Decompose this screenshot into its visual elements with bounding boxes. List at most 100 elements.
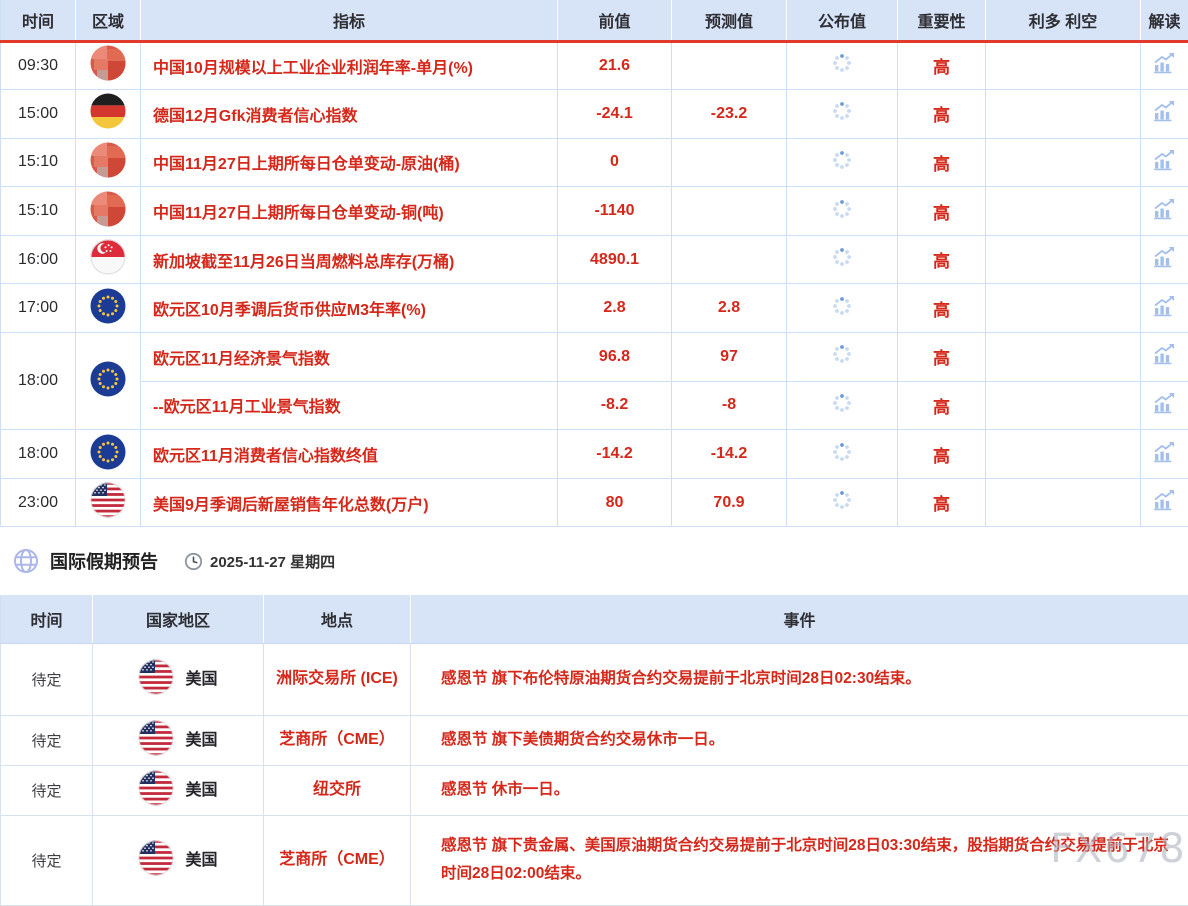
holiday-row: 待定 美国 纽交所 感恩节 休市一日。 (1, 765, 1188, 815)
us-flag-icon (138, 659, 174, 695)
col-header-forecast: 预测值 (672, 0, 787, 41)
forecast-value (672, 235, 787, 284)
interpret-cell (1141, 333, 1188, 382)
interpret-cell (1141, 284, 1188, 333)
col-header-country: 国家地区 (93, 595, 264, 643)
globe-icon (13, 548, 39, 574)
indicator-link[interactable]: 中国11月27日上期所每日仓单变动-原油(桶) (141, 138, 558, 187)
forecast-value: -23.2 (672, 90, 787, 139)
china-flag-blurred-icon (90, 191, 126, 227)
actual-value-cell (787, 284, 898, 333)
region-cell (76, 430, 141, 479)
interpret-cell (1141, 478, 1188, 527)
calendar-row: 18:00 欧元区11月消费者信心指数终值 -14.2 -14.2 高 (1, 430, 1188, 479)
actual-value-cell (787, 381, 898, 430)
calendar-row: 09:30 中国10月规模以上工业企业利润年率-单月(%) 21.6 高 (1, 41, 1188, 90)
previous-value: -8.2 (558, 381, 672, 430)
interpretation-chart-icon[interactable] (1152, 198, 1177, 220)
interpretation-chart-icon[interactable] (1152, 489, 1177, 511)
col-header-time: 时间 (1, 0, 76, 41)
region-cell (76, 41, 141, 90)
time-cell: 09:30 (1, 41, 76, 90)
economic-calendar-table: 时间 区域 指标 前值 预测值 公布值 重要性 利多 利空 解读 09:30 中… (0, 0, 1188, 527)
interpretation-chart-icon[interactable] (1152, 149, 1177, 171)
bull-bear-cell (986, 235, 1141, 284)
bull-bear-cell (986, 381, 1141, 430)
interpretation-chart-icon[interactable] (1152, 343, 1177, 365)
region-cell (76, 235, 141, 284)
col-header-indicator: 指标 (141, 0, 558, 41)
time-cell: 17:00 (1, 284, 76, 333)
interpretation-chart-icon[interactable] (1152, 392, 1177, 414)
indicator-link[interactable]: 欧元区11月消费者信心指数终值 (141, 430, 558, 479)
us-flag-icon (90, 482, 126, 518)
interpretation-chart-icon[interactable] (1152, 100, 1177, 122)
interpret-cell (1141, 430, 1188, 479)
holiday-location-cell: 芝商所（CME） (264, 815, 411, 905)
actual-value-cell (787, 90, 898, 139)
calendar-row: 23:00 美国9月季调后新屋销售年化总数(万户) 80 70.9 高 (1, 478, 1188, 527)
singapore-flag-icon (90, 239, 126, 275)
region-cell (76, 478, 141, 527)
holiday-time-cell: 待定 (1, 815, 93, 905)
region-cell (76, 187, 141, 236)
importance-badge: 高 (898, 235, 986, 284)
loading-spinner-icon (832, 393, 852, 413)
col-header-bull-bear: 利多 利空 (986, 0, 1141, 41)
indicator-link[interactable]: 中国10月规模以上工业企业利润年率-单月(%) (141, 41, 558, 90)
col-header-event: 事件 (411, 595, 1188, 643)
importance-badge: 高 (898, 333, 986, 382)
country-label: 美国 (185, 846, 217, 870)
indicator-link[interactable]: 美国9月季调后新屋销售年化总数(万户) (141, 478, 558, 527)
country-label: 美国 (185, 776, 217, 800)
previous-value: -24.1 (558, 90, 672, 139)
holiday-country-cell: 美国 (93, 765, 264, 815)
forecast-value: 2.8 (672, 284, 787, 333)
calendar-row: 17:00 欧元区10月季调后货币供应M3年率(%) 2.8 2.8 高 (1, 284, 1188, 333)
previous-value: -1140 (558, 187, 672, 236)
previous-value: 80 (558, 478, 672, 527)
actual-value-cell (787, 187, 898, 236)
interpret-cell (1141, 381, 1188, 430)
indicator-link[interactable]: 德国12月Gfk消费者信心指数 (141, 90, 558, 139)
indicator-link[interactable]: --欧元区11月工业景气指数 (141, 381, 558, 430)
holiday-event-cell: 感恩节 旗下布伦特原油期货合约交易提前于北京时间28日02:30结束。 (411, 643, 1188, 715)
previous-value: -14.2 (558, 430, 672, 479)
interpret-cell (1141, 187, 1188, 236)
indicator-link[interactable]: 欧元区10月季调后货币供应M3年率(%) (141, 284, 558, 333)
previous-value: 2.8 (558, 284, 672, 333)
calendar-row: 16:00 新加坡截至11月26日当周燃料总库存(万桶) 4890.1 高 (1, 235, 1188, 284)
interpretation-chart-icon[interactable] (1152, 246, 1177, 268)
col-header-importance: 重要性 (898, 0, 986, 41)
country-label: 美国 (185, 726, 217, 750)
loading-spinner-icon (832, 247, 852, 267)
interpretation-chart-icon[interactable] (1152, 441, 1177, 463)
col-header-location: 地点 (264, 595, 411, 643)
actual-value-cell (787, 430, 898, 479)
interpret-cell (1141, 41, 1188, 90)
interpretation-chart-icon[interactable] (1152, 295, 1177, 317)
loading-spinner-icon (832, 296, 852, 316)
bull-bear-cell (986, 430, 1141, 479)
actual-value-cell (787, 333, 898, 382)
holiday-row: 待定 美国 洲际交易所 (ICE) 感恩节 旗下布伦特原油期货合约交易提前于北京… (1, 643, 1188, 715)
holiday-row: 待定 美国 芝商所（CME） 感恩节 旗下贵金属、美国原油期货合约交易提前于北京… (1, 815, 1188, 905)
china-flag-blurred-icon (90, 45, 126, 81)
interpretation-chart-icon[interactable] (1152, 52, 1177, 74)
bull-bear-cell (986, 41, 1141, 90)
calendar-row: 15:10 中国11月27日上期所每日仓单变动-铜(吨) -1140 高 (1, 187, 1188, 236)
interpret-cell (1141, 90, 1188, 139)
calendar-subrow: --欧元区11月工业景气指数 -8.2 -8 高 (1, 381, 1188, 430)
us-flag-icon (138, 720, 174, 756)
holiday-country-cell: 美国 (93, 815, 264, 905)
col-header-interpret: 解读 (1141, 0, 1188, 41)
germany-flag-icon (90, 93, 126, 129)
indicator-link[interactable]: 欧元区11月经济景气指数 (141, 333, 558, 382)
previous-value: 96.8 (558, 333, 672, 382)
indicator-link[interactable]: 新加坡截至11月26日当周燃料总库存(万桶) (141, 235, 558, 284)
actual-value-cell (787, 138, 898, 187)
forecast-value (672, 187, 787, 236)
time-cell: 18:00 (1, 430, 76, 479)
indicator-link[interactable]: 中国11月27日上期所每日仓单变动-铜(吨) (141, 187, 558, 236)
holiday-section-header: 国际假期预告 2025-11-27 星期四 (0, 527, 1188, 595)
